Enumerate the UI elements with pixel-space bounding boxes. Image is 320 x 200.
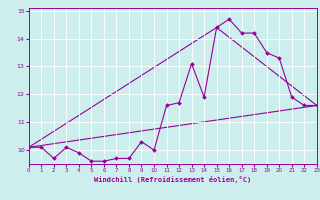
X-axis label: Windchill (Refroidissement éolien,°C): Windchill (Refroidissement éolien,°C) xyxy=(94,176,252,183)
